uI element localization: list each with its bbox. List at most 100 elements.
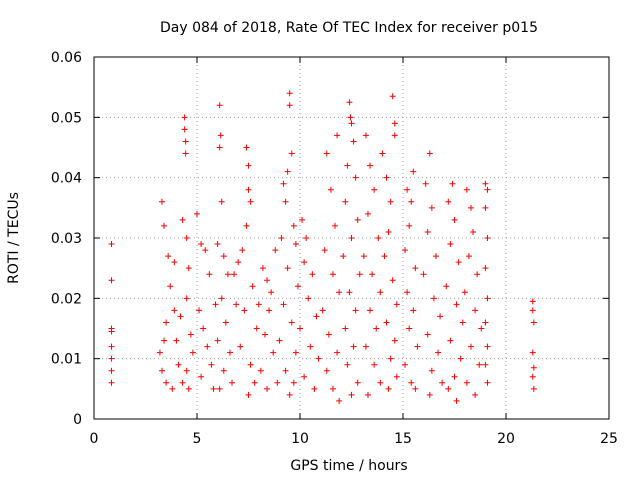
data-point <box>484 295 491 302</box>
data-point <box>286 102 293 109</box>
data-point <box>108 277 115 284</box>
data-point <box>299 216 306 223</box>
data-point <box>367 162 374 169</box>
data-point <box>393 373 400 380</box>
data-point <box>297 325 303 332</box>
data-point <box>346 289 353 296</box>
data-point <box>334 349 341 356</box>
data-point <box>181 114 188 121</box>
data-points <box>108 90 537 404</box>
data-point <box>321 247 328 254</box>
data-point <box>404 186 411 193</box>
x-tick-label: 0 <box>90 431 99 447</box>
data-point <box>424 228 431 235</box>
data-point <box>482 180 489 187</box>
data-point <box>185 265 192 272</box>
data-point <box>196 307 203 314</box>
data-point <box>301 259 308 266</box>
data-point <box>257 367 264 374</box>
data-point <box>352 174 359 181</box>
data-point <box>467 343 474 350</box>
data-point <box>189 349 196 356</box>
y-tick-label: 0 <box>73 412 82 428</box>
data-point <box>391 132 398 139</box>
data-point <box>432 253 439 260</box>
data-point <box>182 150 189 157</box>
data-point <box>529 349 536 356</box>
y-tick-label: 0.03 <box>51 231 82 247</box>
data-point <box>484 379 491 386</box>
data-point <box>364 210 371 217</box>
data-point <box>406 222 413 229</box>
data-point <box>200 325 207 332</box>
data-point <box>377 379 384 386</box>
data-point <box>484 343 491 350</box>
data-point <box>214 337 221 344</box>
data-point <box>325 331 332 338</box>
data-point <box>286 391 293 398</box>
data-point <box>253 325 260 332</box>
data-point <box>402 361 409 368</box>
data-point <box>329 385 336 392</box>
data-point <box>206 271 213 278</box>
data-point <box>327 186 334 193</box>
data-point <box>472 391 479 398</box>
data-point <box>435 349 442 356</box>
data-point <box>243 222 250 229</box>
data-point <box>437 313 444 320</box>
data-point <box>284 265 291 272</box>
data-point <box>309 271 316 278</box>
data-point <box>426 150 433 157</box>
data-point <box>529 307 536 314</box>
data-point <box>447 337 454 344</box>
x-tick-label: 15 <box>394 431 412 447</box>
data-point <box>237 343 244 350</box>
data-point <box>158 367 165 374</box>
data-point <box>447 241 454 248</box>
data-point <box>163 379 170 386</box>
grid-lines <box>94 57 609 419</box>
data-point <box>210 385 217 392</box>
data-point <box>375 235 382 241</box>
data-point <box>274 379 281 386</box>
data-point <box>222 319 229 326</box>
data-point <box>161 222 168 229</box>
data-point <box>163 319 170 326</box>
data-point <box>181 126 188 133</box>
x-tick-label: 5 <box>193 431 202 447</box>
data-point <box>391 337 398 344</box>
data-point <box>336 397 343 404</box>
data-point <box>389 277 396 284</box>
data-point <box>204 343 211 350</box>
data-point <box>482 265 489 272</box>
data-point <box>158 198 165 205</box>
data-point <box>379 150 386 157</box>
data-point <box>463 379 470 386</box>
data-point <box>453 397 460 404</box>
data-point <box>420 271 427 278</box>
data-point <box>251 379 258 386</box>
data-point <box>315 355 322 362</box>
data-point <box>474 271 481 278</box>
data-point <box>465 253 472 260</box>
data-point <box>323 150 330 157</box>
data-point <box>387 198 394 205</box>
data-point <box>247 198 254 205</box>
data-point <box>171 307 178 314</box>
y-axis-title: ROTI / TECUs <box>6 192 22 284</box>
data-point <box>217 132 224 139</box>
data-point <box>391 120 398 127</box>
data-point <box>342 198 349 205</box>
data-point <box>292 349 299 356</box>
data-point <box>171 259 178 266</box>
data-point <box>529 298 536 305</box>
data-point <box>422 180 429 187</box>
data-point <box>354 379 361 386</box>
y-tick-label: 0.01 <box>51 352 82 368</box>
data-point <box>369 271 376 278</box>
data-point <box>183 367 190 374</box>
x-tick-label: 10 <box>291 431 309 447</box>
data-point <box>332 222 339 229</box>
data-point <box>270 349 277 356</box>
